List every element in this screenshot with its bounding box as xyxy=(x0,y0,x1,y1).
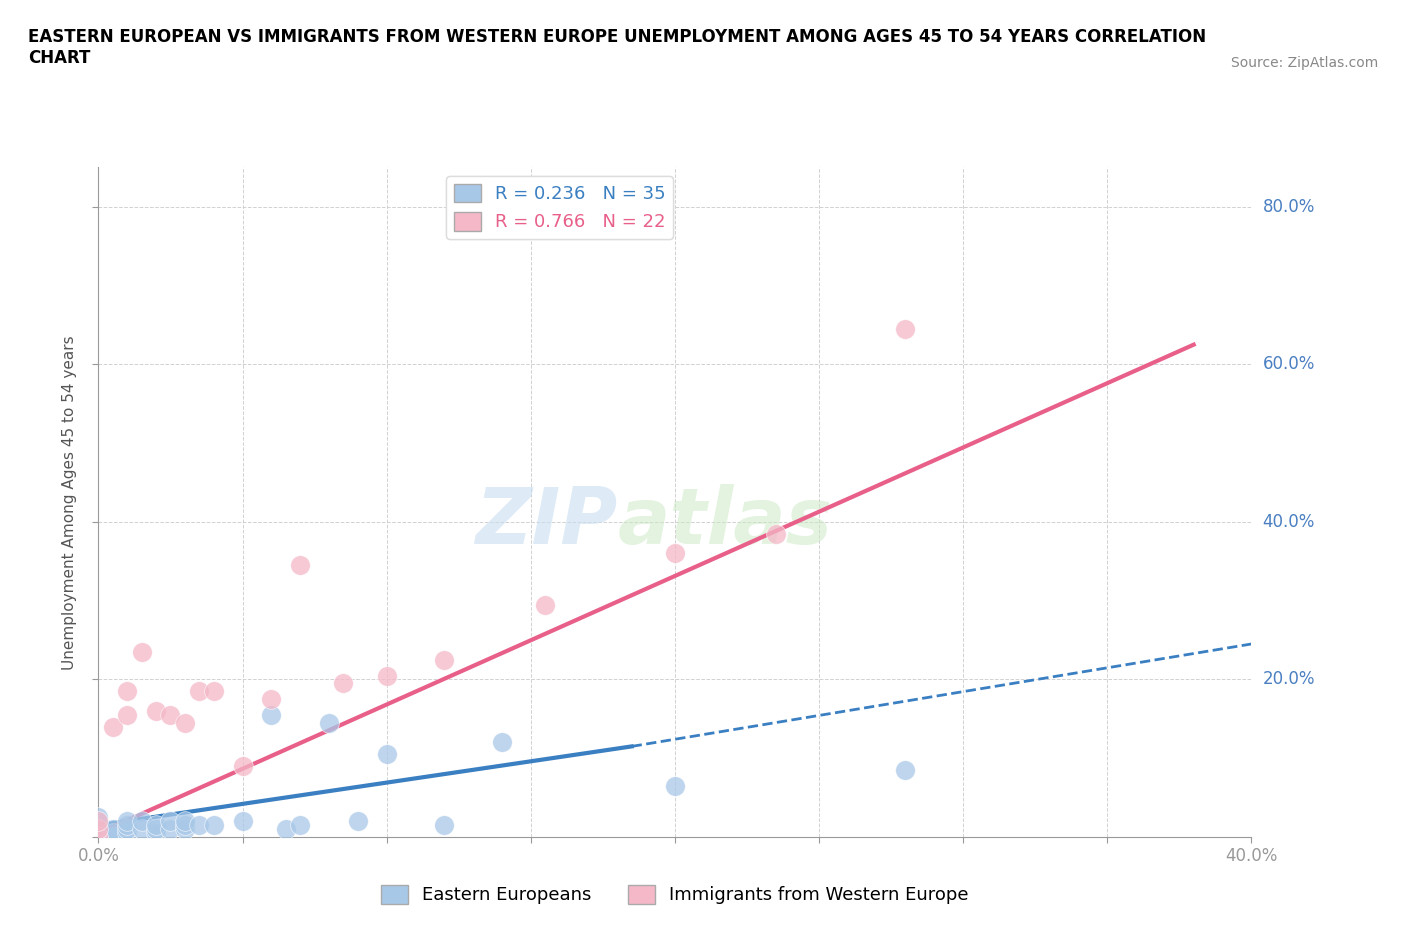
Point xyxy=(202,817,225,832)
Point xyxy=(318,715,340,730)
Point xyxy=(101,826,124,841)
Point xyxy=(290,558,312,573)
Point xyxy=(159,708,181,723)
Point xyxy=(159,822,181,837)
Legend: R = 0.236   N = 35, R = 0.766   N = 22: R = 0.236 N = 35, R = 0.766 N = 22 xyxy=(446,177,673,239)
Point xyxy=(491,735,513,750)
Point xyxy=(131,644,153,659)
Point xyxy=(375,747,398,762)
Point xyxy=(202,684,225,698)
Point xyxy=(274,822,297,837)
Point xyxy=(87,814,110,829)
Point xyxy=(174,715,197,730)
Point xyxy=(101,822,124,837)
Legend: Eastern Europeans, Immigrants from Western Europe: Eastern Europeans, Immigrants from Weste… xyxy=(374,878,976,911)
Point xyxy=(188,817,211,832)
Point xyxy=(145,826,167,841)
Point xyxy=(765,526,787,541)
Point xyxy=(117,814,138,829)
Point xyxy=(664,778,686,793)
Point xyxy=(332,676,354,691)
Point xyxy=(894,763,917,777)
Point xyxy=(117,822,138,837)
Point xyxy=(145,822,167,837)
Point xyxy=(117,826,138,841)
Point xyxy=(534,597,557,612)
Text: EASTERN EUROPEAN VS IMMIGRANTS FROM WESTERN EUROPE UNEMPLOYMENT AMONG AGES 45 TO: EASTERN EUROPEAN VS IMMIGRANTS FROM WEST… xyxy=(28,28,1206,67)
Text: 20.0%: 20.0% xyxy=(1263,671,1315,688)
Point xyxy=(433,652,456,667)
Point xyxy=(290,817,312,832)
Point xyxy=(433,817,456,832)
Point xyxy=(145,817,167,832)
Point xyxy=(131,814,153,829)
Point xyxy=(117,708,138,723)
Point xyxy=(145,703,167,718)
Point xyxy=(87,830,110,844)
Point xyxy=(188,684,211,698)
Point xyxy=(87,822,110,837)
Point xyxy=(174,814,197,829)
Point xyxy=(260,692,283,707)
Point xyxy=(231,759,254,774)
Point xyxy=(87,822,110,837)
Point xyxy=(231,814,254,829)
Y-axis label: Unemployment Among Ages 45 to 54 years: Unemployment Among Ages 45 to 54 years xyxy=(62,335,77,670)
Point xyxy=(174,822,197,837)
Point xyxy=(101,719,124,734)
Text: 40.0%: 40.0% xyxy=(1263,512,1315,531)
Point xyxy=(117,817,138,832)
Text: Source: ZipAtlas.com: Source: ZipAtlas.com xyxy=(1230,56,1378,70)
Point xyxy=(117,684,138,698)
Point xyxy=(131,822,153,837)
Text: 80.0%: 80.0% xyxy=(1263,198,1315,216)
Point xyxy=(87,814,110,829)
Point xyxy=(87,810,110,825)
Point xyxy=(174,817,197,832)
Point xyxy=(664,546,686,561)
Point xyxy=(260,708,283,723)
Text: 60.0%: 60.0% xyxy=(1263,355,1315,373)
Text: atlas: atlas xyxy=(617,485,832,560)
Point xyxy=(375,668,398,683)
Point xyxy=(346,814,368,829)
Text: ZIP: ZIP xyxy=(475,485,617,560)
Point xyxy=(87,826,110,841)
Point xyxy=(101,830,124,844)
Point xyxy=(87,830,110,844)
Point xyxy=(894,322,917,337)
Point xyxy=(159,814,181,829)
